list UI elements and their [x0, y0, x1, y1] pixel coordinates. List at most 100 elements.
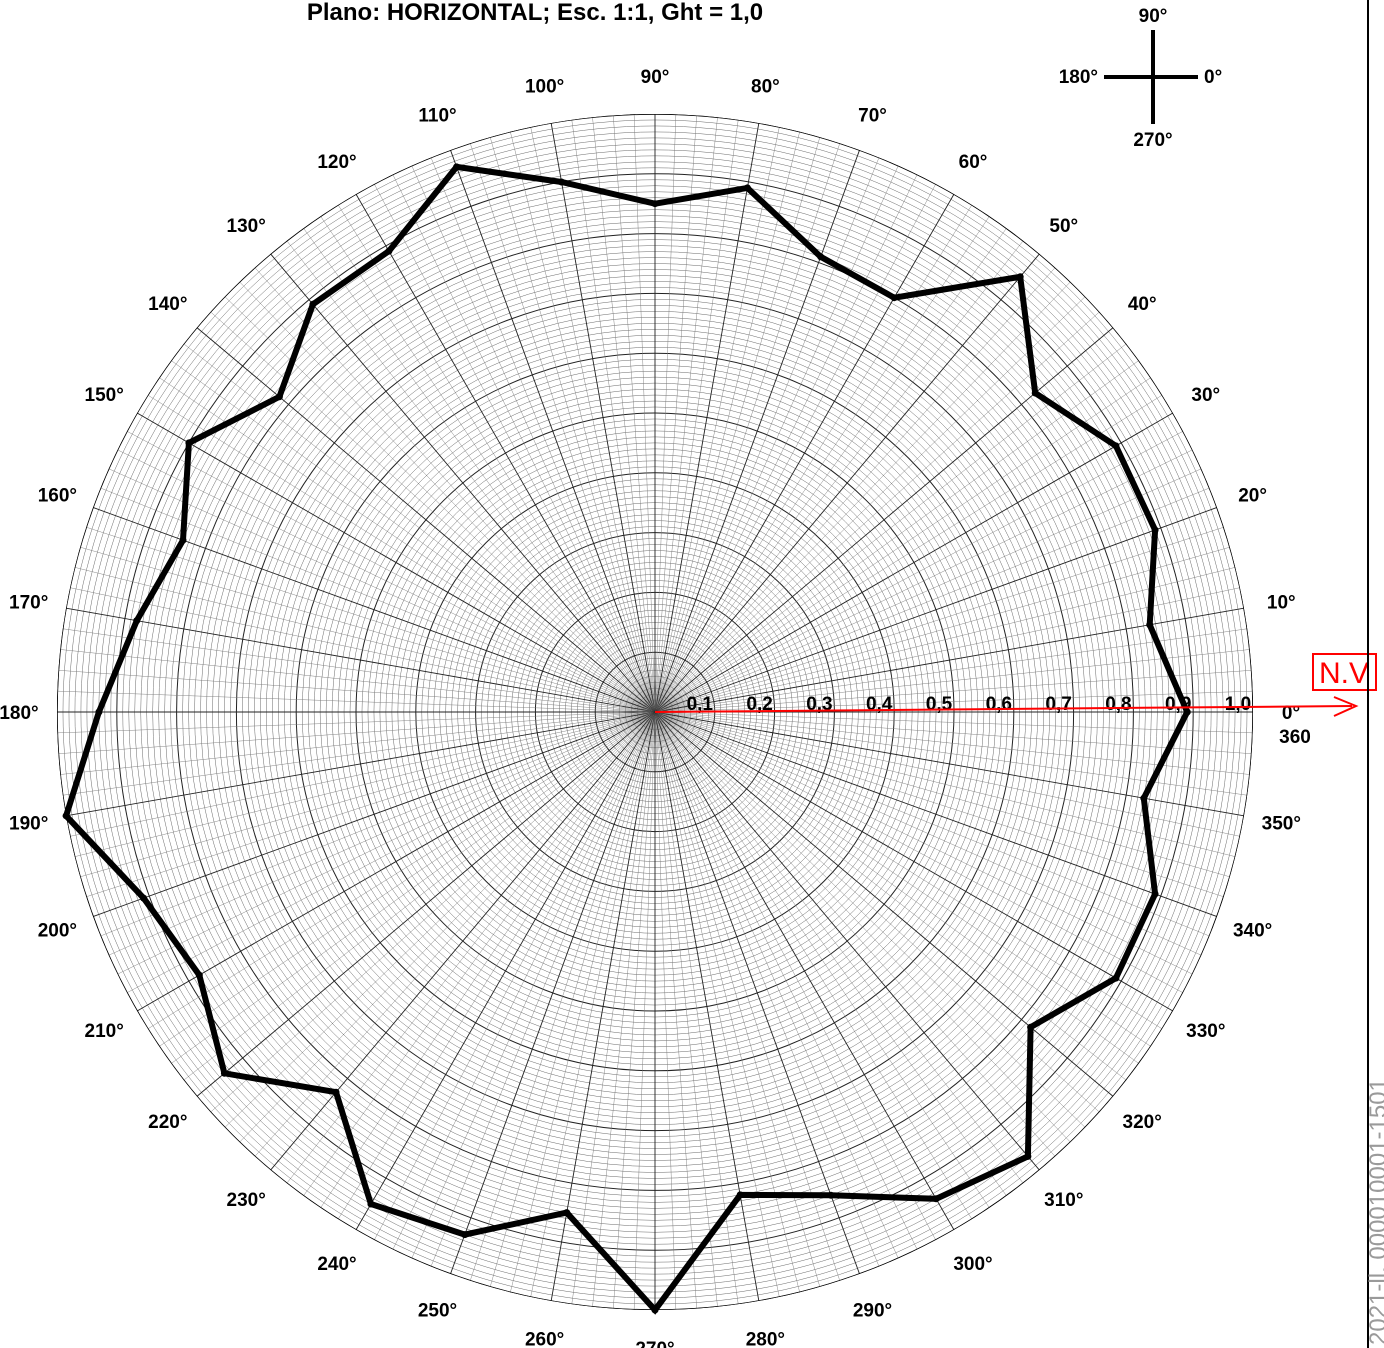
grid-spoke-major	[66, 607, 656, 713]
grid-spoke	[654, 711, 1253, 734]
data-point	[1031, 389, 1039, 397]
grid-spoke	[654, 711, 780, 1297]
grid-spoke	[633, 711, 656, 1310]
grid-spoke	[117, 711, 656, 975]
grid-spoke	[654, 711, 1202, 956]
angle-tick-label: 40°	[1128, 294, 1157, 315]
grid-spoke	[654, 431, 1184, 713]
radial-tick-label: 0,6	[986, 694, 1012, 715]
data-point	[1146, 621, 1154, 629]
grid-spoke	[654, 711, 1224, 898]
grid-spoke-major	[654, 193, 955, 713]
grid-spoke	[654, 711, 739, 1305]
grid-spoke	[62, 628, 656, 713]
grid-spoke	[171, 711, 656, 1064]
grid-spoke	[430, 157, 656, 713]
nv-label-box	[1312, 653, 1377, 691]
angle-tick-label: 50°	[1049, 216, 1078, 237]
angle-tick-label: 80°	[751, 77, 780, 98]
grid-spoke	[108, 468, 656, 713]
data-point	[1151, 890, 1159, 898]
grid-spoke	[654, 216, 990, 713]
grid-spoke	[654, 240, 1024, 713]
grid-spoke-major	[270, 253, 656, 713]
grid-spoke	[510, 131, 656, 713]
grid-spoke-major	[654, 711, 1218, 917]
grid-spoke	[171, 360, 656, 713]
grid-spoke	[411, 711, 656, 1259]
grid-spoke	[57, 711, 656, 734]
grid-spoke-major	[654, 711, 1244, 817]
data-point	[1016, 273, 1024, 281]
data-point	[736, 1191, 744, 1199]
grid-spoke	[74, 711, 656, 857]
grid-spoke-major	[654, 711, 1114, 1097]
data-point	[461, 1231, 469, 1239]
grid-spoke-major	[654, 711, 1174, 1012]
angle-tick-label: 180°	[0, 703, 39, 724]
angle-tick-label: 150°	[85, 385, 124, 406]
angle-tick-label: 10°	[1267, 593, 1296, 614]
grid-spoke	[613, 711, 656, 1309]
data-point	[890, 294, 898, 302]
grid-spoke	[58, 670, 656, 713]
grid-spoke	[392, 174, 656, 713]
data-point	[62, 812, 70, 820]
grid-spoke-major	[654, 711, 760, 1301]
grid-spoke	[411, 165, 656, 713]
grid-spoke	[57, 690, 656, 713]
grid-spoke	[654, 174, 918, 713]
grid-spoke	[654, 711, 1139, 1064]
grid-spoke	[374, 183, 656, 713]
grid-spoke-major	[550, 711, 656, 1301]
data-point	[185, 439, 193, 447]
angle-tick-label: 310°	[1044, 1190, 1083, 1211]
grid-spoke-major	[654, 711, 955, 1231]
angle-tick-label: 20°	[1238, 486, 1267, 507]
angle-tick-label: 90°	[641, 67, 670, 88]
grid-spoke-major	[92, 711, 656, 917]
grid-spoke	[147, 711, 656, 1030]
data-point	[1112, 442, 1120, 450]
angle-tick-label: 30°	[1191, 385, 1220, 406]
grid-spoke-major	[654, 327, 1114, 713]
angle-tick-label: 240°	[317, 1254, 356, 1275]
grid-spoke	[654, 670, 1252, 713]
grid-spoke	[239, 281, 656, 713]
grid-spoke	[254, 711, 656, 1157]
grid-spoke	[530, 127, 656, 713]
grid-spoke-major	[654, 253, 1040, 713]
grid-spoke	[654, 377, 1151, 713]
grid-spoke	[654, 117, 718, 713]
grid-spoke	[320, 711, 656, 1208]
data-point	[275, 393, 283, 401]
grid-spoke	[654, 143, 841, 713]
data-point	[1027, 1023, 1035, 1031]
angle-tick-label: 330°	[1186, 1021, 1225, 1042]
grid-spoke	[320, 216, 656, 713]
grid-spoke-major	[196, 327, 656, 713]
grid-spoke	[654, 628, 1248, 713]
grid-spoke	[633, 114, 656, 713]
grid-spoke	[654, 546, 1230, 713]
grid-spoke	[86, 526, 656, 713]
data-point	[1112, 974, 1120, 982]
grid-spoke	[303, 228, 656, 713]
radial-tick-label: 0,4	[866, 694, 893, 715]
grid-spoke	[126, 431, 656, 713]
chart-title: Plano: HORIZONTAL; Esc. 1:1, Ght = 1,0	[307, 0, 763, 26]
data-point	[1183, 708, 1191, 716]
grid-spoke	[489, 711, 656, 1287]
angle-tick-label: 170°	[9, 593, 48, 614]
grid-spoke	[592, 117, 656, 713]
data-point	[367, 1200, 375, 1208]
radial-tick-label: 0,1	[687, 694, 714, 715]
angle-tick-label: 110°	[418, 105, 456, 126]
data-point	[817, 253, 825, 261]
grid-spoke	[654, 157, 880, 713]
grid-spoke	[654, 711, 936, 1241]
grid-spoke	[117, 449, 656, 713]
grid-spoke	[654, 711, 800, 1293]
grid-spoke-major	[136, 412, 656, 713]
